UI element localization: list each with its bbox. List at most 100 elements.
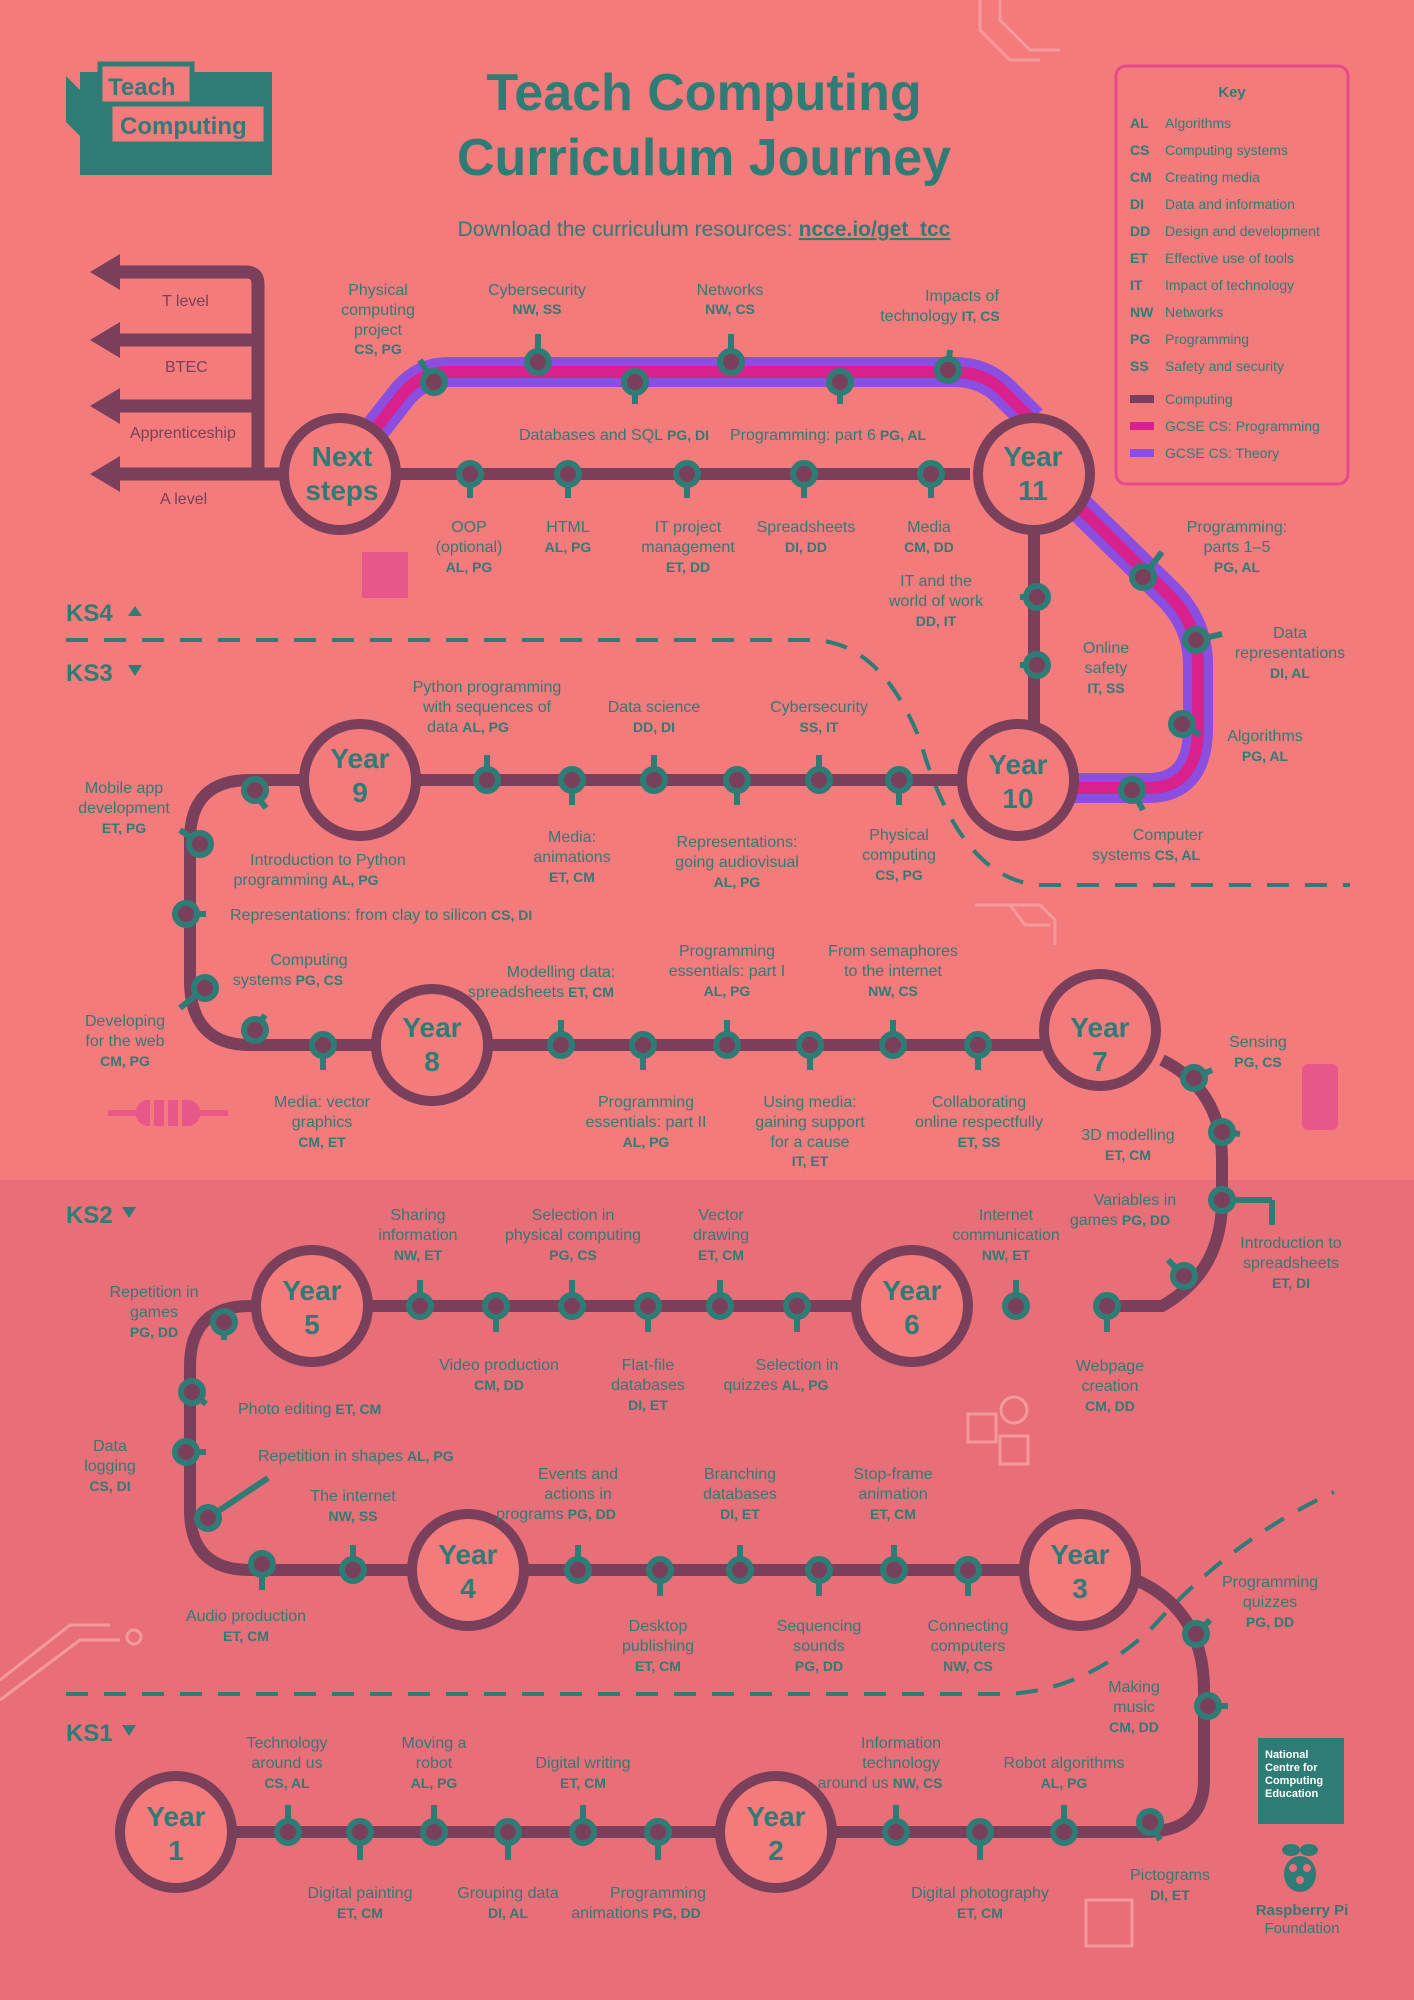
year-4: Year 4 — [438, 1539, 497, 1604]
download-link[interactable]: ncce.io/get_tcc — [799, 218, 951, 241]
unit-label: Programming essentials: part I AL, PG — [669, 943, 786, 999]
svg-text:Centre for: Centre for — [1265, 1762, 1318, 1774]
unit-label: Algorithms PG, AL — [1227, 728, 1303, 764]
key-label: Creating media — [1165, 169, 1260, 185]
arrow-down-icon — [128, 665, 142, 676]
resistor-icon — [108, 1100, 228, 1126]
year-circles — [115, 413, 1161, 1893]
key-label: Algorithms — [1165, 115, 1231, 131]
unit-label: Desktop publishing ET, CM — [622, 1618, 694, 1674]
unit-label: OOP (optional) AL, PG — [436, 519, 503, 575]
key-line-swatch — [1130, 422, 1154, 430]
unit-label: Internet communication NW, ET — [952, 1207, 1060, 1263]
key-label: Computing systems — [1165, 142, 1288, 158]
key-code: DI — [1130, 196, 1144, 212]
key-label: Data and information — [1165, 196, 1295, 212]
year-next-steps: Next steps — [305, 441, 378, 506]
gcse-programming-line-upper — [335, 366, 1037, 478]
unit-label: Digital writing ET, CM — [535, 1755, 630, 1791]
unit-label: Using media: gaining support for a cause IT… — [755, 1094, 865, 1169]
arrow-down-icon — [122, 1725, 136, 1736]
key-label: Safety and security — [1165, 358, 1284, 374]
year-1: Year 1 — [146, 1801, 205, 1866]
year-6: Year 6 — [882, 1275, 941, 1340]
key-line-label: GCSE CS: Programming — [1165, 418, 1320, 434]
unit-label: Data representations DI, AL — [1235, 625, 1345, 681]
key-title: Key — [1218, 84, 1246, 101]
unit-label: Moving a robot AL, PG — [402, 1735, 467, 1791]
unit-label: Digital photography ET, CM — [911, 1885, 1049, 1921]
key-line-swatch — [1130, 449, 1154, 457]
unit-label: Programming essentials: part II AL, PG — [586, 1094, 707, 1150]
unit-label: Stop-frame animation ET, CM — [853, 1466, 932, 1522]
key-label: Programming — [1165, 331, 1249, 347]
unit-label: Programming animations PG, DD — [571, 1885, 706, 1922]
logo-text-line1: Teach — [108, 74, 176, 101]
raspberry-pi-icon — [1282, 1844, 1318, 1892]
key-label: Effective use of tools — [1165, 250, 1294, 266]
unit-label: Representations: going audiovisual AL, PG — [675, 834, 799, 890]
unit-label: Python programming with sequences of data A… — [413, 679, 562, 736]
unit-label: Technology around us CS, AL — [247, 1735, 328, 1791]
key-code: AL — [1130, 115, 1149, 131]
unit-label: Data logging CS, DI — [84, 1438, 136, 1494]
arrow-down-icon — [122, 1207, 136, 1218]
unit-label: Introduction to spreadsheets ET, DI — [1240, 1235, 1342, 1291]
unit-label: Pictograms DI, ET — [1130, 1867, 1210, 1903]
unit-label: Branching databases DI, ET — [703, 1466, 777, 1522]
unit-label: Vector drawing ET, CM — [693, 1207, 749, 1263]
ks3-label: KS3 — [66, 660, 113, 687]
svg-text:National: National — [1265, 1749, 1308, 1761]
key-label: Design and development — [1165, 223, 1320, 239]
unit-label: Variables in games PG, DD — [1070, 1192, 1176, 1229]
arrowheads — [90, 254, 120, 492]
unit-label: Cybersecurity SS, IT — [770, 699, 868, 735]
year-7: Year 7 — [1070, 1012, 1129, 1077]
unit-label: Media CM, DD — [904, 519, 954, 555]
unit-label: Selection in quizzes AL, PG — [724, 1357, 839, 1394]
svg-text:Computing: Computing — [1265, 1775, 1323, 1787]
key-code: PG — [1130, 331, 1150, 347]
exit-a-level: A level — [160, 491, 207, 508]
chip-outline-icon — [1084, 1898, 1134, 1948]
unit-label: Making music CM, DD — [1108, 1679, 1160, 1735]
unit-label: Information technology around us NW, CS — [818, 1735, 943, 1792]
unit-label: Robot algorithms AL, PG — [1004, 1755, 1125, 1791]
unit-label: Online safety IT, SS — [1083, 640, 1129, 696]
year-8: Year 8 — [402, 1012, 461, 1077]
unit-label: Computing systems PG, CS — [233, 952, 348, 989]
unit-label: Media: animations ET, CM — [533, 829, 610, 885]
year-5: Year 5 — [282, 1275, 341, 1340]
key-line-swatch — [1130, 395, 1154, 403]
unit-label: Selection in physical computing PG, CS — [505, 1207, 641, 1263]
ks1-label: KS1 — [66, 1720, 113, 1747]
ncce-logo: National Centre for Computing Education — [1258, 1738, 1344, 1824]
chip-icon — [1302, 1064, 1338, 1130]
decorative-circuit-lines — [0, 0, 1060, 1702]
logo-text-line2: Computing — [120, 113, 247, 140]
unit-label: Collaborating online respectfully ET, SS — [915, 1094, 1043, 1150]
page-title: Teach Computing Curriculum Journey — [457, 64, 951, 187]
unit-label: Networks NW, CS — [697, 282, 764, 317]
unit-label: Mobile app development ET, PG — [78, 780, 170, 836]
unit-label: Cybersecurity NW, SS — [488, 282, 586, 317]
exit-t-level: T level — [162, 293, 209, 310]
shapes-icon — [966, 1395, 1030, 1466]
unit-label: 3D modelling ET, CM — [1081, 1127, 1174, 1163]
unit-label: The internet NW, SS — [310, 1488, 396, 1524]
unit-label: Modelling data: spreadsheets ET, CM — [468, 964, 615, 1001]
year-3: Year 3 — [1050, 1539, 1109, 1604]
year-11: Year 11 — [1003, 441, 1062, 506]
unit-label: From semaphores to the internet NW, CS — [828, 943, 958, 999]
page-subtitle: Download the curriculum resources: ncce.i… — [458, 218, 951, 241]
unit-label: IT project management ET, DD — [641, 519, 735, 575]
key-code: CS — [1130, 142, 1149, 158]
unit-label: Media: vector graphics CM, ET — [274, 1094, 371, 1150]
key-code: SS — [1130, 358, 1149, 374]
unit-label: Programming: parts 1–5 PG, AL — [1187, 519, 1287, 575]
raspberry-pi-foundation-text: Raspberry Pi Foundation — [1256, 1902, 1349, 1937]
key-code: NW — [1130, 304, 1154, 320]
key-code: ET — [1130, 250, 1148, 266]
key-code: CM — [1130, 169, 1152, 185]
stage-dividers — [66, 638, 1350, 1696]
